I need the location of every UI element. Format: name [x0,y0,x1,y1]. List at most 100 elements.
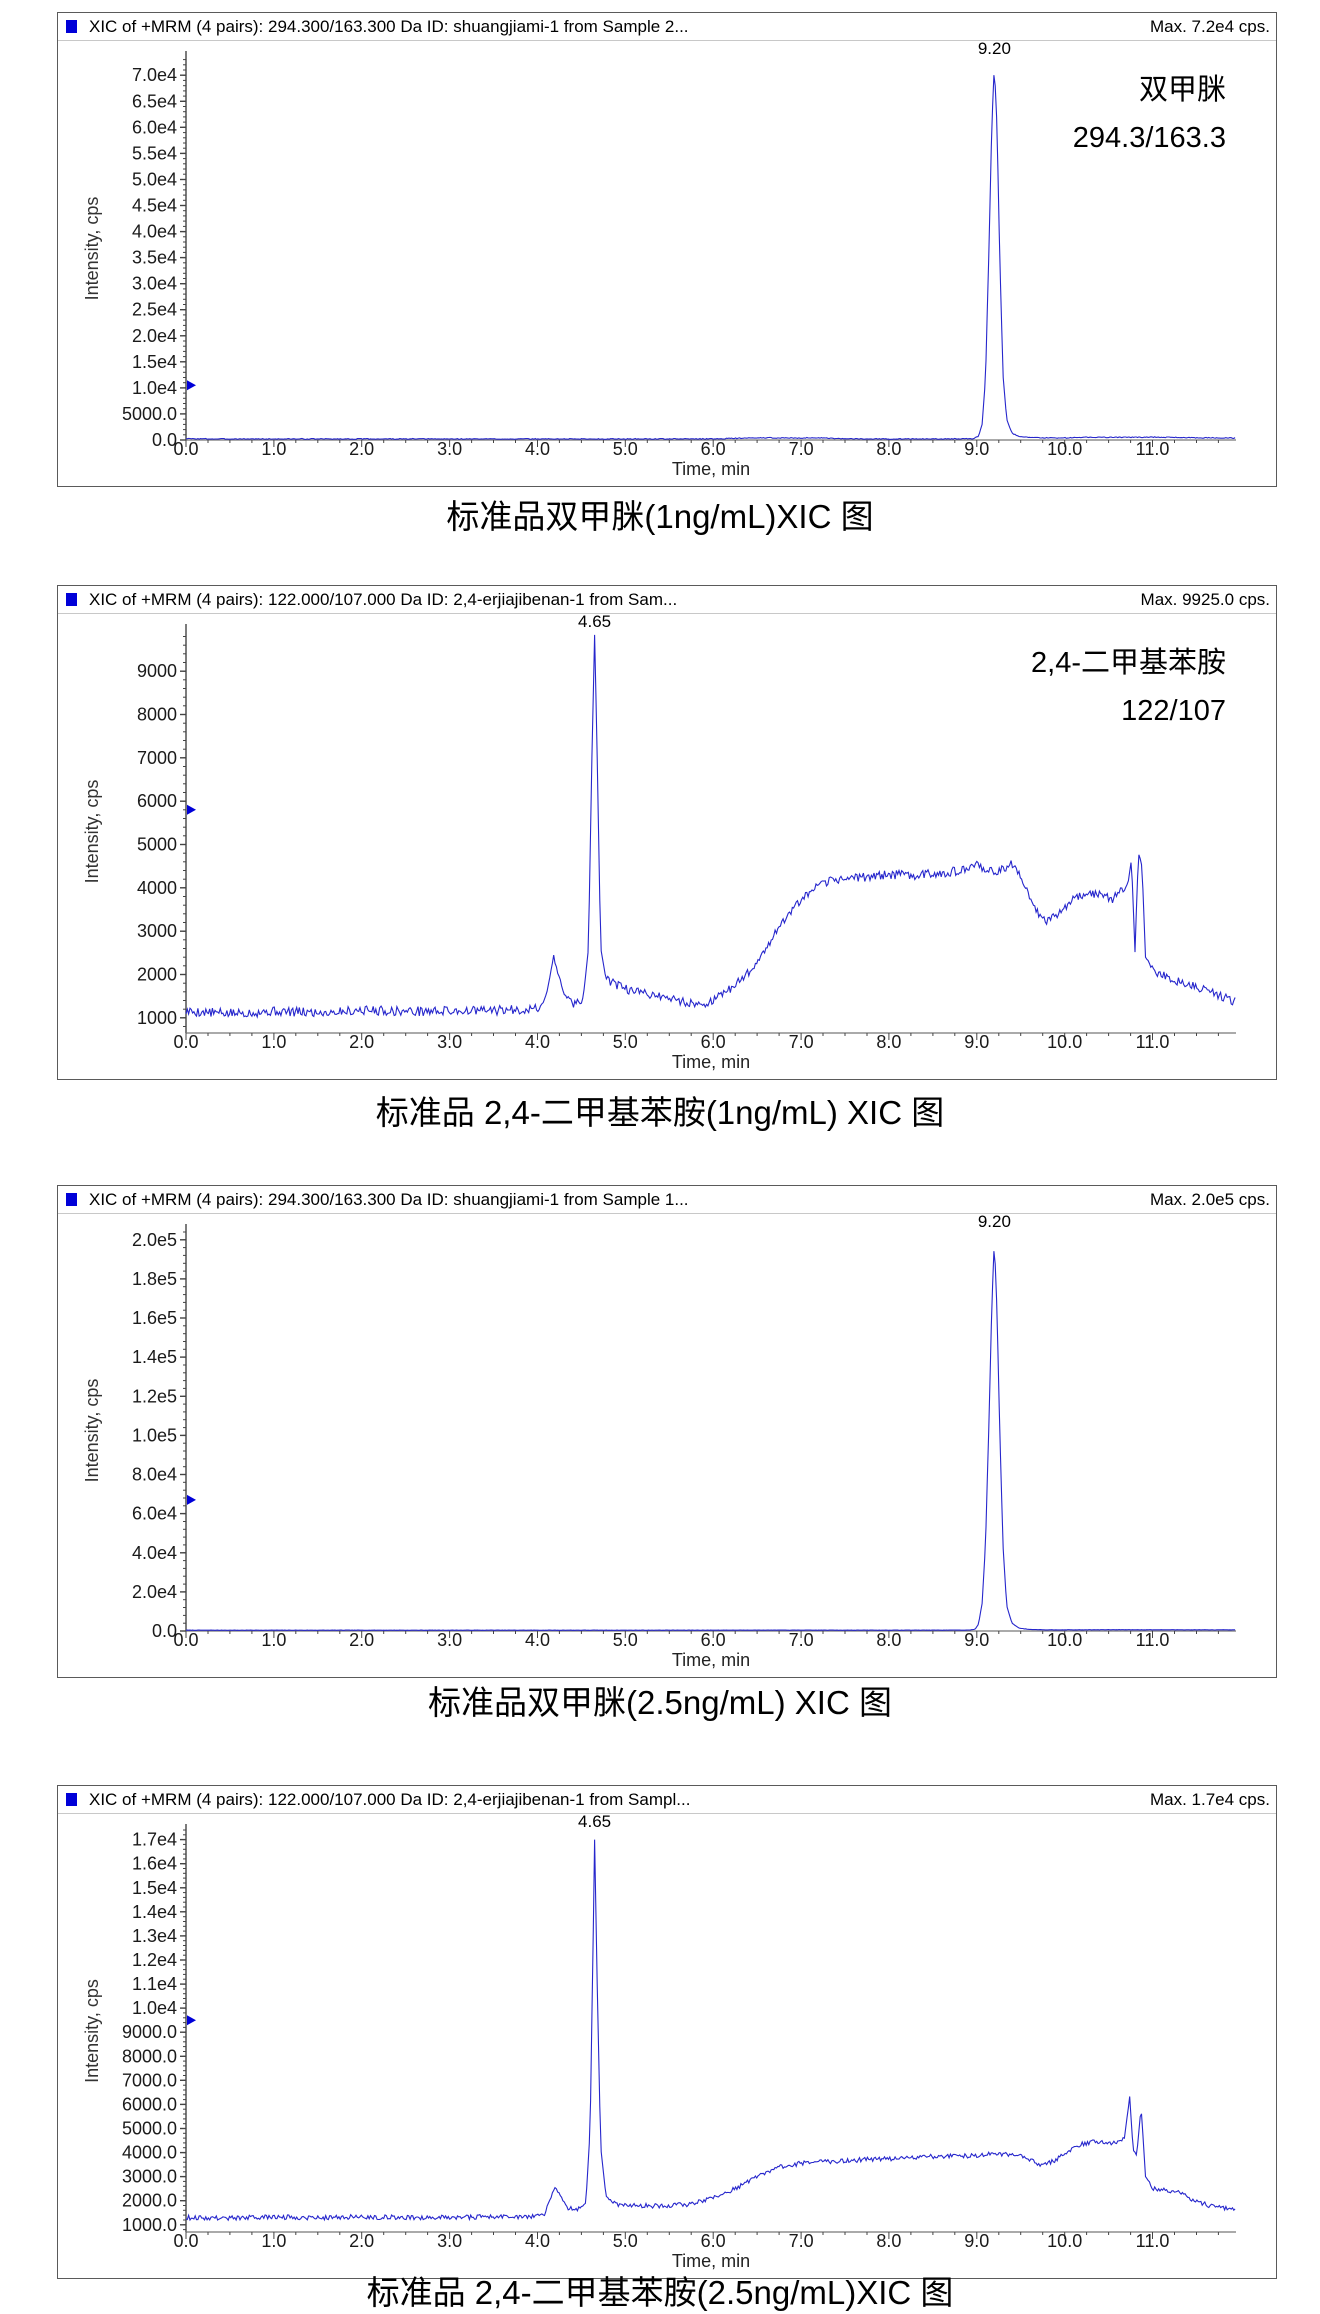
trace-start-marker-icon [187,1494,196,1505]
x-tick-label: 7.0 [789,439,814,459]
x-tick-label: 1.0 [261,2231,286,2251]
y-tick-label: 6000.0 [122,2094,177,2114]
y-tick-label: 1.1e4 [132,1974,177,1994]
chromatogram-plot[interactable]: 1000.0 2000.0 3000.0 4000.0 5000.0 6000.0 7000… [58,1814,1276,2278]
y-tick-label: 1.2e5 [132,1386,177,1406]
y-tick-label: 7.0e4 [132,65,177,85]
x-tick-label: 9.0 [964,1630,989,1650]
x-tick-label: 1.0 [261,1032,286,1052]
y-tick-label: 4000 [137,878,177,898]
x-tick-label: 2.0 [349,2231,374,2251]
peak-time-label: 9.20 [978,1214,1011,1231]
y-tick-label: 3.5e4 [132,248,177,268]
x-tick-label: 4.0 [525,1032,550,1052]
y-axis-title: Intensity, cps [82,1379,102,1483]
y-tick-label: 2.0e4 [132,1582,177,1602]
x-tick-label: 11.0 [1136,1630,1170,1650]
x-tick-label: 3.0 [437,1032,462,1052]
xic-trace [185,75,1236,441]
x-tick-label: 2.0 [349,1630,374,1650]
xic-trace [185,1839,1236,2222]
max-intensity-label: Max. 9925.0 cps. [1140,589,1270,609]
y-tick-label: 1.5e4 [132,1878,177,1898]
x-tick-label: 8.0 [876,2231,901,2251]
y-axis-title: Intensity, cps [82,197,102,301]
x-tick-label: 9.0 [964,2231,989,2251]
pane-title: XIC of +MRM (4 pairs): 122.000/107.000 D… [89,589,678,609]
max-intensity-label: Max. 7.2e4 cps. [1149,16,1270,36]
x-tick-label: 7.0 [789,2231,814,2251]
pane-select-icon[interactable] [66,593,77,606]
y-tick-label: 3.0e4 [132,274,177,294]
pane-select-icon[interactable] [66,1193,77,1206]
x-tick-label: 6.0 [701,439,726,459]
y-tick-label: 1000.0 [122,2215,177,2235]
compound-annotation: 122/107 [1121,695,1226,727]
pane-header: XIC of +MRM (4 pairs): 122.000/107.000 D… [58,1786,1276,1814]
pane-select-icon[interactable] [66,20,77,33]
y-tick-label: 6.0e4 [132,117,177,137]
x-tick-label: 6.0 [701,2231,726,2251]
y-tick-label: 9000 [137,661,177,681]
x-tick-label: 0.0 [173,439,198,459]
x-tick-label: 5.0 [613,1630,638,1650]
x-tick-label: 0.0 [173,2231,198,2251]
compound-annotation: 2,4-二甲基苯胺 [1031,646,1226,679]
y-tick-label: 2.0e4 [132,326,177,346]
x-tick-label: 10.0 [1047,439,1082,459]
x-axis-title: Time, min [672,459,750,479]
y-tick-label: 8.0e4 [132,1465,177,1485]
x-tick-label: 1.0 [261,1630,286,1650]
y-tick-label: 3000 [137,921,177,941]
y-tick-label: 6.5e4 [132,91,177,111]
y-tick-label: 2.0e5 [132,1230,177,1250]
y-tick-label: 1.6e5 [132,1308,177,1328]
y-axis-title: Intensity, cps [82,780,102,884]
y-tick-label: 1.8e5 [132,1269,177,1289]
x-tick-label: 10.0 [1047,1032,1082,1052]
y-tick-label: 1.6e4 [132,1854,177,1874]
x-tick-label: 8.0 [876,1630,901,1650]
x-tick-label: 10.0 [1047,2231,1082,2251]
y-tick-label: 5.5e4 [132,143,177,163]
trace-start-marker-icon [187,804,196,815]
y-tick-label: 2000.0 [122,2191,177,2211]
chromatogram-pane-1: XIC of +MRM (4 pairs): 294.300/163.300 D… [57,12,1277,487]
x-tick-label: 9.0 [964,439,989,459]
pane-title: XIC of +MRM (4 pairs): 122.000/107.000 D… [89,1789,691,1809]
y-tick-label: 6000 [137,791,177,811]
x-tick-label: 6.0 [701,1032,726,1052]
x-tick-label: 5.0 [613,439,638,459]
chromatogram-plot[interactable]: 1000 2000 3000 4000 5000 6000 7000 8000 9000 0.0 1… [58,614,1276,1079]
y-tick-label: 7000.0 [122,2070,177,2090]
figure-caption: 标准品双甲脒(2.5ng/mL) XIC 图 [428,1684,892,1721]
trace-start-marker-icon [187,380,196,391]
max-intensity-label: Max. 2.0e5 cps. [1149,1189,1270,1209]
x-tick-label: 10.0 [1047,1630,1082,1650]
y-tick-label: 4.0e4 [132,1543,177,1563]
pane-select-icon[interactable] [66,1793,77,1806]
x-tick-label: 5.0 [613,2231,638,2251]
y-tick-label: 8000.0 [122,2046,177,2066]
x-tick-label: 7.0 [789,1032,814,1052]
y-tick-label: 0.0 [152,430,177,450]
y-tick-label: 5000.0 [122,404,177,424]
x-tick-label: 3.0 [437,1630,462,1650]
y-tick-label: 1.4e5 [132,1347,177,1367]
y-tick-label: 5.0e4 [132,170,177,190]
x-tick-label: 11.0 [1136,439,1170,459]
peak-time-label: 4.65 [578,614,611,631]
compound-annotation: 双甲脒 [1139,73,1226,106]
chromatogram-plot[interactable]: 0.0 2.0e4 4.0e4 6.0e4 8.0e4 1.0e5 1.2e5 1.4e5 1.… [58,1214,1276,1677]
x-tick-label: 3.0 [437,2231,462,2251]
chromatogram-pane-4: XIC of +MRM (4 pairs): 122.000/107.000 D… [57,1785,1277,2279]
y-tick-label: 4.0e4 [132,222,177,242]
y-tick-label: 4000.0 [122,2143,177,2163]
peak-time-label: 9.20 [978,41,1011,58]
x-tick-label: 4.0 [525,439,550,459]
chromatogram-pane-2: XIC of +MRM (4 pairs): 122.000/107.000 D… [57,585,1277,1080]
chromatogram-plot[interactable]: 0.0 5000.0 1.0e4 1.5e4 2.0e4 2.5e4 3.0e4 3.5e4 4… [58,41,1276,486]
x-tick-label: 4.0 [525,1630,550,1650]
pane-header: XIC of +MRM (4 pairs): 122.000/107.000 D… [58,586,1276,614]
y-tick-label: 1.3e4 [132,1926,177,1946]
